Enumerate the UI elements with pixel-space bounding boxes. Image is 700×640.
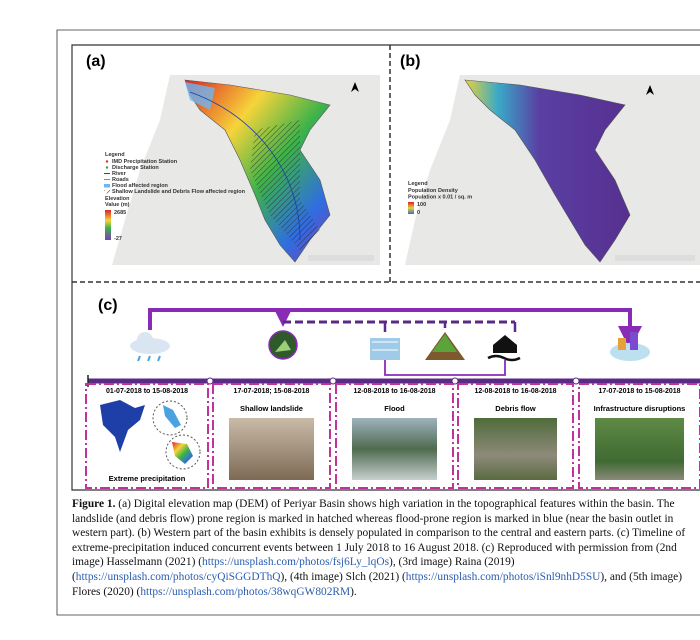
event-date: 12-08-2018 to 16-08-2018 [353,388,435,395]
event-date: 17-07-2018; 15-08-2018 [234,388,310,395]
legend-title: Elevation [105,196,130,202]
legend-item: Discharge Station [112,165,159,171]
event-date: 12-08-2018 to 16-08-2018 [474,388,556,395]
caption-link[interactable]: https://unsplash.com/photos/cyQiSGGDThQ [75,570,281,583]
legend-item: Shallow Landslide and Debris Flow affect… [112,189,246,195]
event-title: Shallow landslide [240,404,303,413]
legend-symbol [105,160,109,163]
caption-text: ). [350,585,357,598]
event-date: 01-07-2018 to 15-08-2018 [106,388,188,395]
event-box [85,383,209,489]
legend-symbol [104,184,110,188]
caption-text: ), (3rd image) Raina (2019) ( [72,556,515,583]
state-map [163,405,181,428]
legend-symbol [105,166,109,169]
legend-min: 0 [417,210,420,216]
legend-symbol [104,190,110,194]
color-ramp [408,202,414,214]
timeline [87,375,700,387]
event-date: 17-07-2018 to 15-08-2018 [598,388,680,395]
color-ramp [105,210,111,240]
panel-label: (a) [86,53,106,70]
zoom-circle [152,400,188,436]
caption-link[interactable]: https://unsplash.com/photos/iSnl9nhD5SU [405,570,601,583]
legend-item: River [112,171,127,177]
zoom-circle [165,434,201,470]
panel-label: (c) [98,297,118,314]
icons [130,330,650,362]
event-title: Debris flow [495,404,536,413]
event-photo [229,418,314,480]
event-photo [595,418,684,480]
event-photo [474,418,557,480]
basin-map [172,442,193,464]
legend-item: IMD Precipitation Station [112,159,178,165]
legend-max: 100 [417,202,426,208]
caption-text: ), and (5th image) Flores (2020) ( [72,570,682,598]
event-box [212,383,331,489]
caption-label: Figure 1. [72,498,116,510]
event-box [578,383,700,489]
caption-link[interactable]: https://unsplash.com/photos/38wqGW802RM [140,585,351,598]
caption-text: (a) Digital elevation map (DEM) of Periy… [72,498,686,569]
caption-text: ), (4th image) Slch (2021) ( [280,570,406,583]
legend-item: Flood affected region [112,183,169,189]
panel-label: (b) [400,53,420,70]
event-photo [352,418,437,480]
legend-unit: Value (m) [105,202,130,208]
frame [56,29,700,616]
legend-min: -27 [114,236,122,242]
caption-link[interactable]: https://unsplash.com/photos/fsj6Ly_lqOs [202,556,390,569]
legend-title: Legend [105,152,125,158]
legend-item: Population x 0.01 / sq. m [408,195,472,201]
legend-item: Population Density [408,188,459,194]
event-title: Flood [384,404,405,413]
india-map [100,400,145,452]
legend-max: 2685 [114,210,126,216]
legend-item: Roads [112,177,129,183]
flow-arrows [148,308,642,376]
event-title: Infrastructure disruptions [594,404,686,413]
event-box [335,383,454,489]
legend-a: Legend IMD Precipitation StationDischarg… [104,152,246,242]
caption: Figure 1. (a) Digital elevation map (DEM… [72,497,695,599]
map-b [402,75,700,265]
event-box [457,383,574,489]
legend-title: Legend [408,181,428,187]
map-a [100,75,380,265]
event-title: Extreme precipitation [109,474,186,483]
